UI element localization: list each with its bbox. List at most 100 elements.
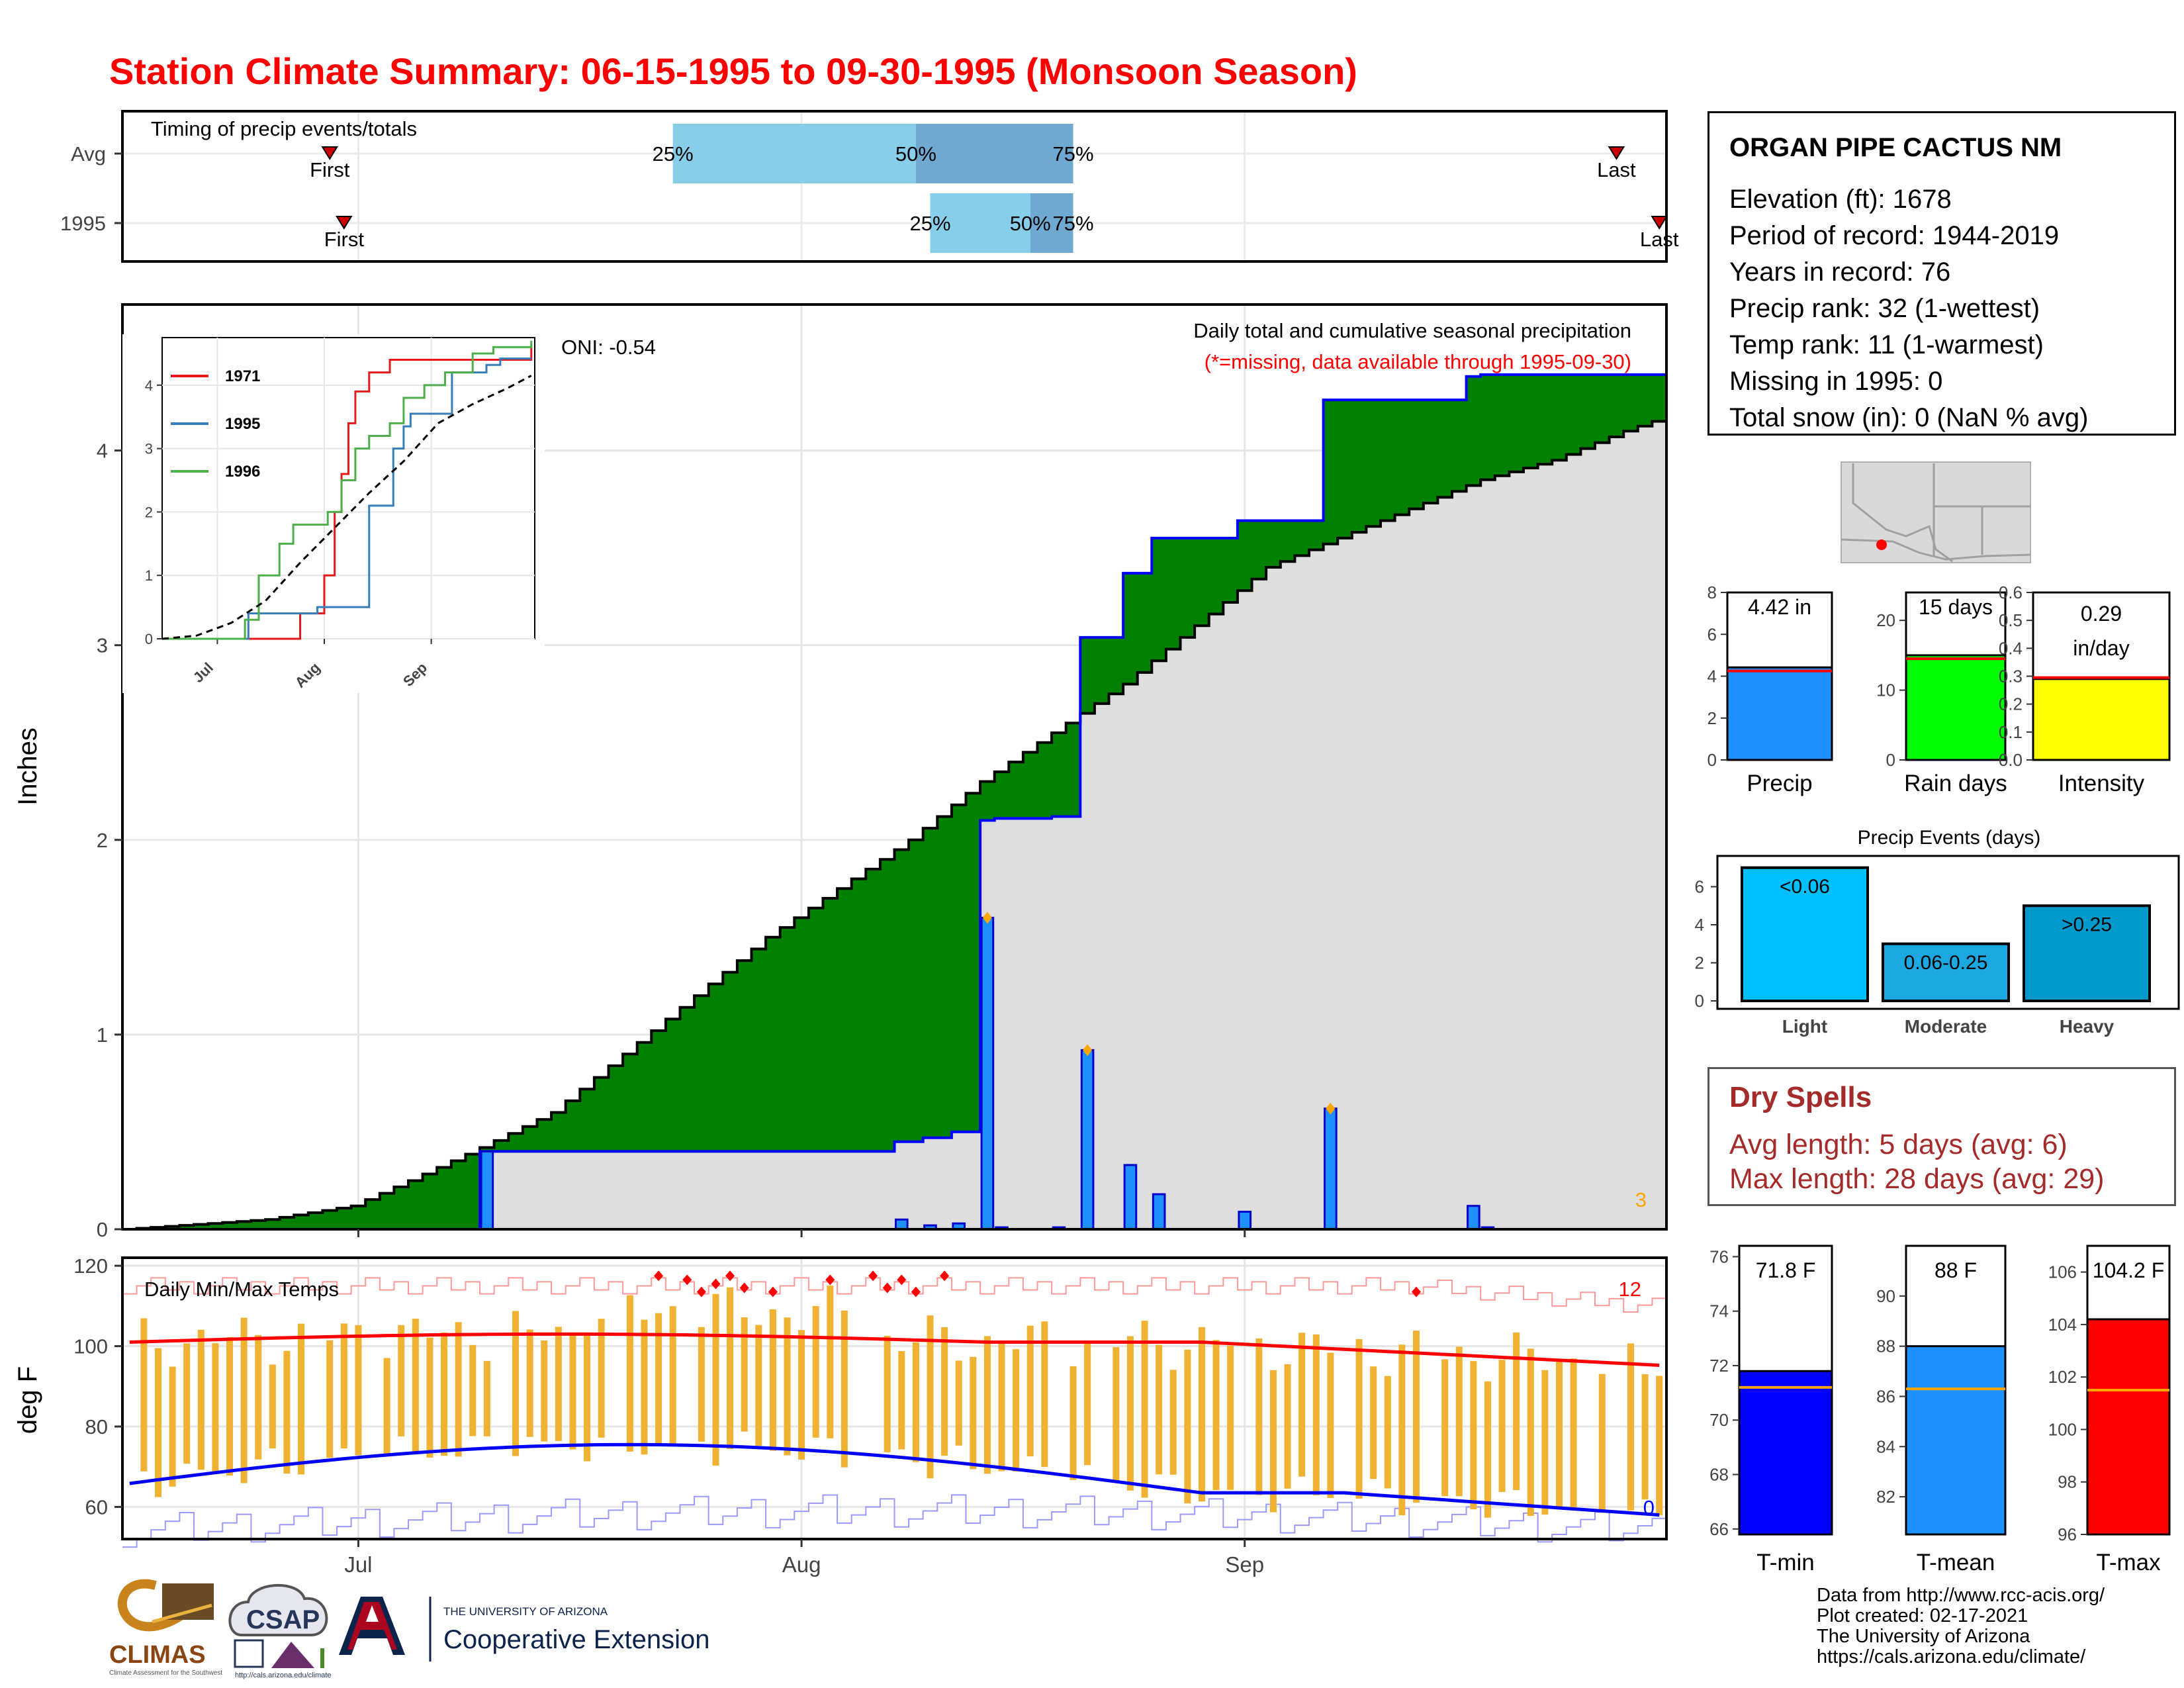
temp-range-bar	[1041, 1321, 1048, 1468]
tsummary-ytick-label: 88	[1876, 1336, 1895, 1356]
record-high-marker	[825, 1274, 835, 1286]
events-category-label: Heavy	[2060, 1016, 2115, 1037]
precip-chart: 0 1 2 3 4 Daily total and cumulative seasona…	[13, 303, 1668, 1241]
temp-range-bar	[226, 1336, 234, 1476]
inset-series-line	[162, 340, 533, 640]
temps-frame	[121, 1256, 1668, 1540]
temp-range-bar	[626, 1295, 633, 1452]
timing-q50-label: 50%	[1010, 212, 1051, 235]
summary-ytick-label: 0.2	[1999, 694, 2023, 714]
ua-logo: THE UNIVERSITY OF ARIZONA Cooperative Ex…	[339, 1597, 709, 1662]
record-high-marker	[768, 1286, 778, 1297]
events-bar-Moderate	[1882, 942, 2010, 1002]
dry-spells-title: Dry Spells	[1729, 1081, 1872, 1113]
summary-value-text: 15 days	[1919, 595, 1993, 619]
temp-range-bar	[898, 1350, 905, 1450]
summary-label: Intensity	[2058, 771, 2145, 796]
temp-range-bar	[1184, 1349, 1191, 1504]
precip-subtitle: (*=missing, data available through 1995-…	[1205, 350, 1631, 373]
temp-range-bar	[741, 1317, 748, 1432]
station-marker	[1876, 539, 1887, 550]
csap-cloud	[228, 1584, 328, 1636]
record-low-count: 0	[1643, 1496, 1655, 1519]
temp-range-bar	[798, 1330, 805, 1460]
timing-last-label: Last	[1640, 228, 1679, 251]
temp-range-bar	[1255, 1338, 1263, 1495]
tsummary-bar-T-min	[1738, 1370, 1833, 1536]
timing-q25-label: 25%	[909, 212, 950, 235]
summary-ytick-label: 8	[1707, 583, 1717, 602]
temp-range-bar	[1298, 1333, 1306, 1477]
temps-ytick-label: 120	[73, 1254, 108, 1278]
daily-precip-bar	[1467, 1205, 1480, 1231]
precip-ytick-label: 1	[97, 1023, 108, 1047]
temp-range-bar	[1355, 1339, 1363, 1499]
temp-range-bar	[1513, 1332, 1520, 1491]
temp-range-bar	[812, 1305, 819, 1438]
tsummary-value-text: 104.2 F	[2093, 1258, 2165, 1282]
dry-spells-max: Max length: 28 days (avg: 29)	[1729, 1163, 2105, 1195]
timing-row-label-avg: Avg	[71, 142, 106, 165]
temp-range-bar	[326, 1340, 334, 1458]
temp-range-bar	[1641, 1374, 1649, 1500]
summary-ytick-label: 0.6	[1999, 583, 2023, 602]
temp-range-bar	[1312, 1334, 1320, 1495]
tsummary-ytick-label: 70	[1709, 1410, 1729, 1430]
temp-range-bar	[941, 1327, 948, 1456]
temp-range-bar	[769, 1309, 776, 1451]
climas-mark	[162, 1583, 214, 1620]
precip-ytick-label: 4	[97, 440, 108, 463]
temp-range-bar	[1198, 1327, 1205, 1502]
temp-range-bar	[240, 1317, 248, 1483]
record-high-marker	[654, 1270, 664, 1282]
temp-range-bar	[183, 1343, 191, 1464]
record-high-marker	[911, 1286, 921, 1297]
inset-avg-line	[161, 375, 532, 640]
tsummary-ytick-label: 66	[1709, 1519, 1729, 1539]
record-high-marker	[696, 1286, 706, 1297]
footer-institution: The University of Arizona	[1817, 1626, 2030, 1647]
record-high-marker	[711, 1278, 721, 1289]
normal-min-line	[129, 1442, 1660, 1517]
csap-wordmark: CSAP	[246, 1605, 320, 1634]
temp-range-bar	[998, 1343, 1005, 1472]
temps-ylabel: deg F	[13, 1366, 42, 1434]
record-high-marker	[1411, 1286, 1421, 1297]
summary-ytick-label: 6	[1707, 624, 1717, 644]
record-high-count: 12	[1619, 1278, 1641, 1301]
precip-ytick-label: 3	[97, 634, 108, 657]
record-high-marker	[882, 1282, 892, 1293]
record-high-line	[122, 1277, 1666, 1313]
temp-range-bar	[283, 1350, 291, 1474]
summary-bar-Intensity	[2032, 678, 2171, 761]
events-title: Precip Events (days)	[1858, 827, 2041, 849]
precip-ylabel: Inches	[13, 727, 42, 806]
timing-bar-q25-q50	[930, 193, 1030, 253]
temp-range-bar	[983, 1336, 991, 1474]
timing-last-marker	[1651, 216, 1668, 230]
temp-range-bar	[441, 1332, 448, 1456]
events-ytick-label: 4	[1695, 915, 1704, 935]
inset-ytick-label: 4	[145, 377, 153, 394]
missing-count: 3	[1635, 1188, 1647, 1211]
events-bar-Light	[1741, 866, 1869, 1002]
record-precip-marker	[1326, 1102, 1336, 1115]
timing-q75-label: 75%	[1052, 212, 1093, 235]
summary-label: Rain days	[1904, 771, 2007, 796]
timing-q25-label: 25%	[653, 142, 694, 165]
record-high-marker	[739, 1282, 749, 1293]
daily-precip-bar	[1238, 1211, 1252, 1231]
dry-spells-box: Dry Spells Avg length: 5 days (avg: 6) M…	[1707, 1067, 2176, 1206]
temp-range-bar	[169, 1366, 176, 1487]
precip-axis: 0 1 2 3 4	[97, 440, 1246, 1241]
temp-range-bar	[1141, 1321, 1148, 1498]
csap-logo: CSAP http://cals.arizona.edu/climate	[228, 1584, 332, 1679]
temp-range-bar	[526, 1329, 533, 1437]
events-category-label: Moderate	[1905, 1016, 1987, 1037]
events-bar-Heavy	[2023, 904, 2151, 1002]
tsummary-label: T-mean	[1917, 1550, 1995, 1575]
csap-chart-mark	[234, 1639, 264, 1668]
